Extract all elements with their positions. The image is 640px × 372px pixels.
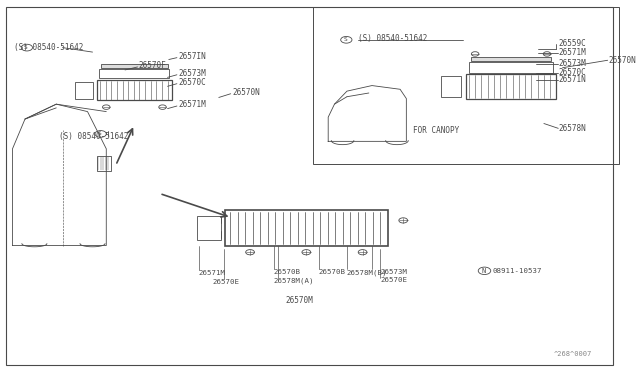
Bar <box>99 69 170 78</box>
Text: 26570C: 26570C <box>558 68 586 77</box>
Bar <box>197 216 221 240</box>
Text: ^268^0007: ^268^0007 <box>553 351 591 357</box>
Bar <box>75 82 93 99</box>
Text: 08911-10537: 08911-10537 <box>493 268 542 274</box>
Text: (S) 08540-51642: (S) 08540-51642 <box>13 43 83 52</box>
Bar <box>466 74 556 99</box>
Bar <box>471 57 552 61</box>
Text: 26570B: 26570B <box>274 269 301 275</box>
Text: N: N <box>481 268 485 274</box>
Text: (S) 08540-51642: (S) 08540-51642 <box>60 132 129 141</box>
Text: S: S <box>343 37 347 42</box>
Bar <box>101 64 168 68</box>
Bar <box>441 76 461 97</box>
Text: 26570M: 26570M <box>285 296 313 305</box>
Text: 26571N: 26571N <box>558 76 586 84</box>
Text: 26570C: 26570C <box>179 78 207 87</box>
Text: 26570N: 26570N <box>232 88 260 97</box>
Bar <box>312 7 619 164</box>
Text: 26573M: 26573M <box>179 69 207 78</box>
Text: 26578N: 26578N <box>558 124 586 133</box>
Bar <box>97 156 111 171</box>
Bar <box>469 62 553 73</box>
Text: 26570N: 26570N <box>609 56 637 65</box>
Text: 26570E: 26570E <box>380 278 407 283</box>
Text: (S) 08540-51642: (S) 08540-51642 <box>358 34 427 43</box>
Text: 26571M: 26571M <box>558 48 586 57</box>
Text: 26571M: 26571M <box>179 100 207 109</box>
Text: FOR CANOPY: FOR CANOPY <box>413 126 459 135</box>
Text: 26570F: 26570F <box>139 61 166 70</box>
Text: 26570E: 26570E <box>212 279 239 285</box>
Bar <box>97 80 172 100</box>
Text: 26578M(B): 26578M(B) <box>347 269 387 276</box>
Text: 2657IN: 2657IN <box>179 52 207 61</box>
Text: 26578M(A): 26578M(A) <box>274 277 314 284</box>
Text: 26573M: 26573M <box>558 60 586 68</box>
Text: S: S <box>97 131 101 137</box>
Bar <box>225 210 388 246</box>
Text: 26559C: 26559C <box>558 39 586 48</box>
Text: 26573M: 26573M <box>380 269 407 275</box>
Text: S: S <box>24 45 28 50</box>
Text: 26571M: 26571M <box>199 270 226 276</box>
Text: 26570B: 26570B <box>319 269 346 275</box>
